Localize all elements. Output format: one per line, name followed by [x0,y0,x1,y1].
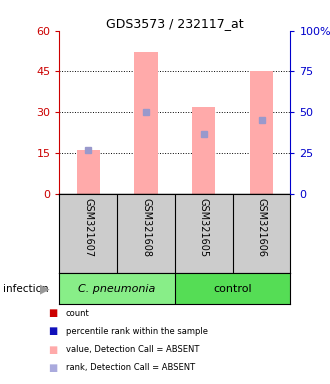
Bar [135,53,158,194]
Text: percentile rank within the sample: percentile rank within the sample [66,327,208,336]
Bar [77,150,100,194]
Bar [250,71,273,194]
Text: ■: ■ [48,308,57,318]
Text: GSM321607: GSM321607 [83,197,93,257]
Text: ■: ■ [48,344,57,354]
Text: value, Detection Call = ABSENT: value, Detection Call = ABSENT [66,345,199,354]
Text: ■: ■ [48,326,57,336]
Text: ▶: ▶ [40,282,49,295]
Text: count: count [66,309,90,318]
Text: C. pneumonia: C. pneumonia [79,283,156,293]
Text: infection: infection [3,283,49,293]
Bar [192,107,215,194]
Text: ■: ■ [48,362,57,372]
Text: control: control [213,283,252,293]
Text: GSM321605: GSM321605 [199,197,209,257]
Bar [175,273,290,304]
Text: GSM321606: GSM321606 [256,197,267,257]
Text: rank, Detection Call = ABSENT: rank, Detection Call = ABSENT [66,363,195,372]
Title: GDS3573 / 232117_at: GDS3573 / 232117_at [106,17,244,30]
Text: GSM321608: GSM321608 [141,197,151,257]
Bar [59,273,175,304]
